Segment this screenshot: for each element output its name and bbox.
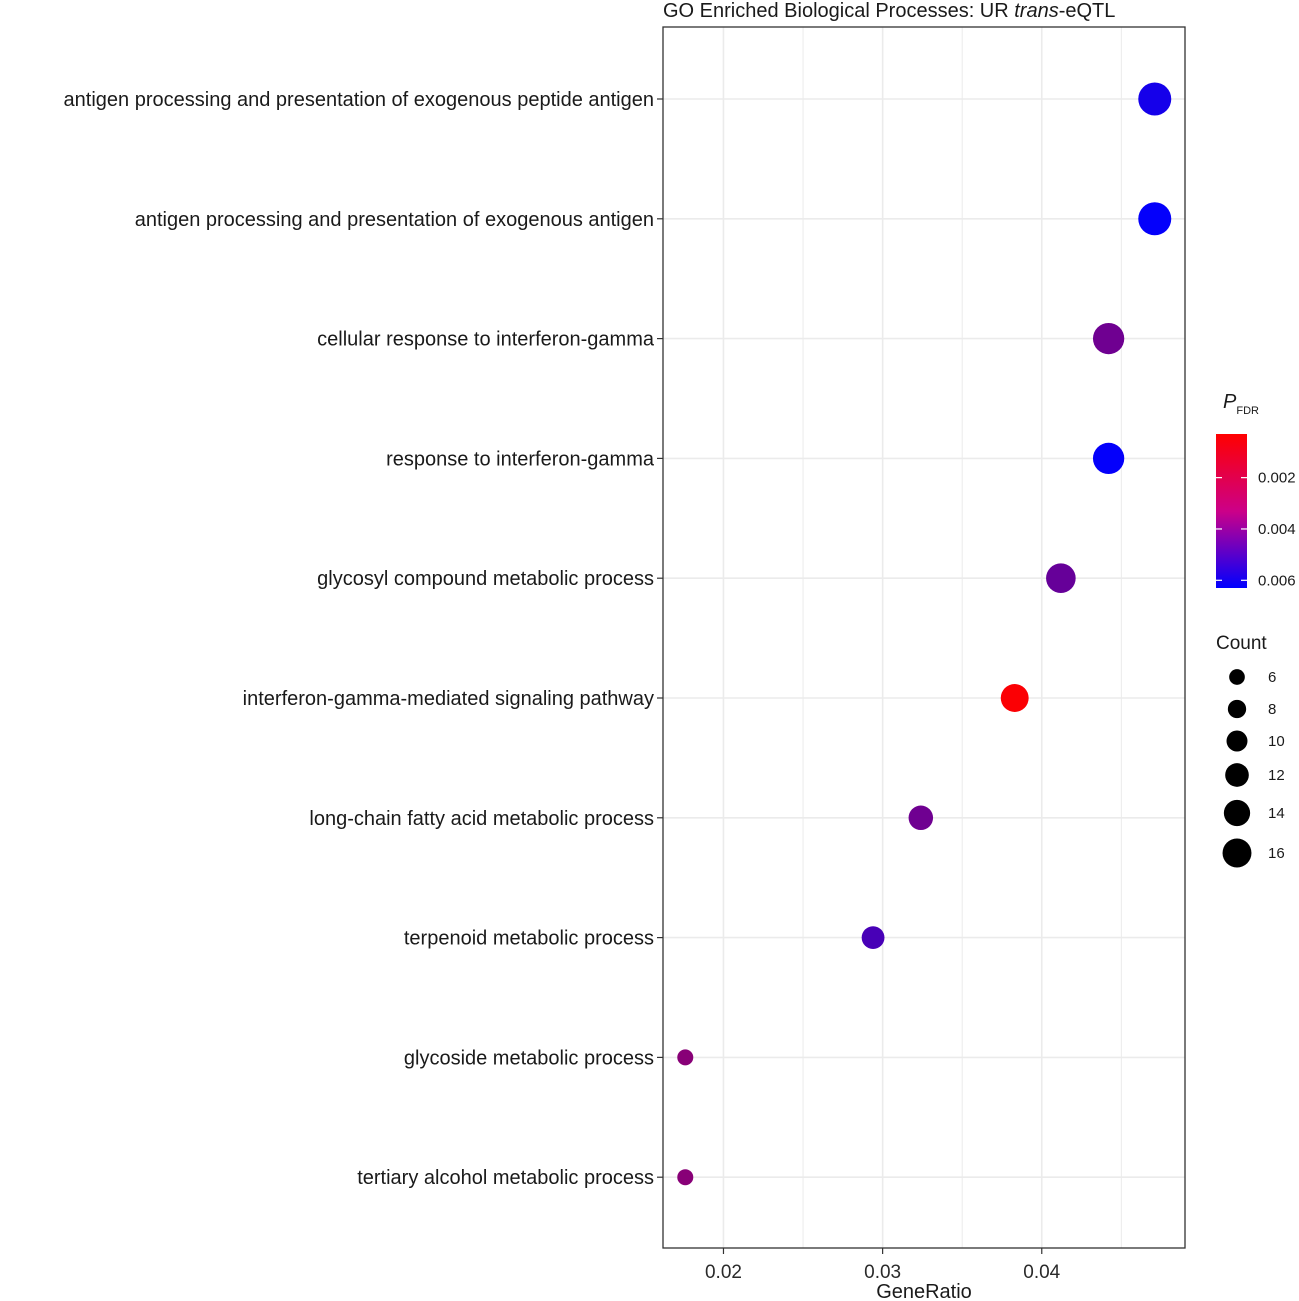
x-tick-label: 0.03 [864,1262,901,1283]
colorbar-tick-label: 0.002 [1258,470,1296,487]
axis-ticks [657,98,1043,1254]
size-legend-label: 6 [1268,669,1276,686]
colorbar-tick-label: 0.006 [1258,572,1296,589]
data-point [677,1049,694,1066]
chart-title-part-2: trans [1014,0,1058,22]
y-category-label: antigen processing and presentation of e… [64,89,654,111]
x-tick-label: 0.02 [705,1262,742,1283]
size-legend-title: Count [1216,633,1267,654]
y-category-label: tertiary alcohol metabolic process [357,1167,654,1189]
y-category-label: long-chain fatty acid metabolic process [309,808,654,830]
colorbar-ticks: 0.002 0.004 0.006 [1216,470,1296,589]
size-legend-dot [1225,763,1249,787]
y-category-label: glycoside metabolic process [404,1047,654,1069]
size-legend-label: 14 [1268,805,1285,822]
color-legend-title-sub: FDR [1236,405,1259,417]
y-category-label: antigen processing and presentation of e… [135,209,654,231]
grid-lines [663,27,1185,1248]
size-legend-items: 6 8 10 12 14 16 [1222,669,1285,868]
x-tick-labels: 0.02 0.03 0.04 [705,1262,1061,1283]
y-category-label: interferon-gamma-mediated signaling path… [243,688,654,710]
data-point [1138,202,1172,236]
size-legend-dot [1226,730,1248,752]
size-legend-label: 12 [1268,767,1285,784]
color-legend-title: PFDR [1223,391,1259,417]
y-category-label: response to interferon-gamma [386,448,655,470]
chart-title: GO Enriched Biological Processes: UR tra… [663,0,1115,22]
data-point [1092,442,1125,475]
x-tick-label: 0.04 [1023,1262,1060,1283]
colorbar [1216,434,1247,588]
size-legend-dot [1223,799,1251,827]
size-legend-dot [1227,699,1247,719]
size-legend-dot [1229,669,1245,685]
data-point [1092,322,1125,355]
category-labels: antigen processing and presentation of e… [64,89,655,1189]
data-point [1000,684,1029,712]
size-legend-label: 10 [1268,733,1285,750]
size-legend: Count 6 8 10 12 14 16 [1216,633,1285,868]
y-category-label: terpenoid metabolic process [404,928,654,950]
data-point [1138,82,1172,116]
y-category-label: glycosyl compound metabolic process [317,568,654,590]
size-legend-dot [1222,838,1252,868]
colorbar-tick-label: 0.004 [1258,521,1296,538]
color-legend-title-main: P [1223,391,1237,413]
color-legend: PFDR 0.002 0.004 0.006 [1216,391,1296,589]
panel-border [662,26,1186,1249]
data-point [861,926,885,949]
size-legend-label: 16 [1268,845,1285,862]
data-point [908,805,934,831]
data-points [677,82,1172,1186]
chart-title-part-1: GO Enriched Biological Processes: UR [663,0,1014,22]
chart-title-part-3: -eQTL [1059,0,1116,22]
data-point [1046,563,1076,593]
data-point [677,1169,694,1186]
y-category-label: cellular response to interferon-gamma [317,329,655,351]
x-axis-title: GeneRatio [876,1281,972,1301]
size-legend-label: 8 [1268,701,1276,718]
